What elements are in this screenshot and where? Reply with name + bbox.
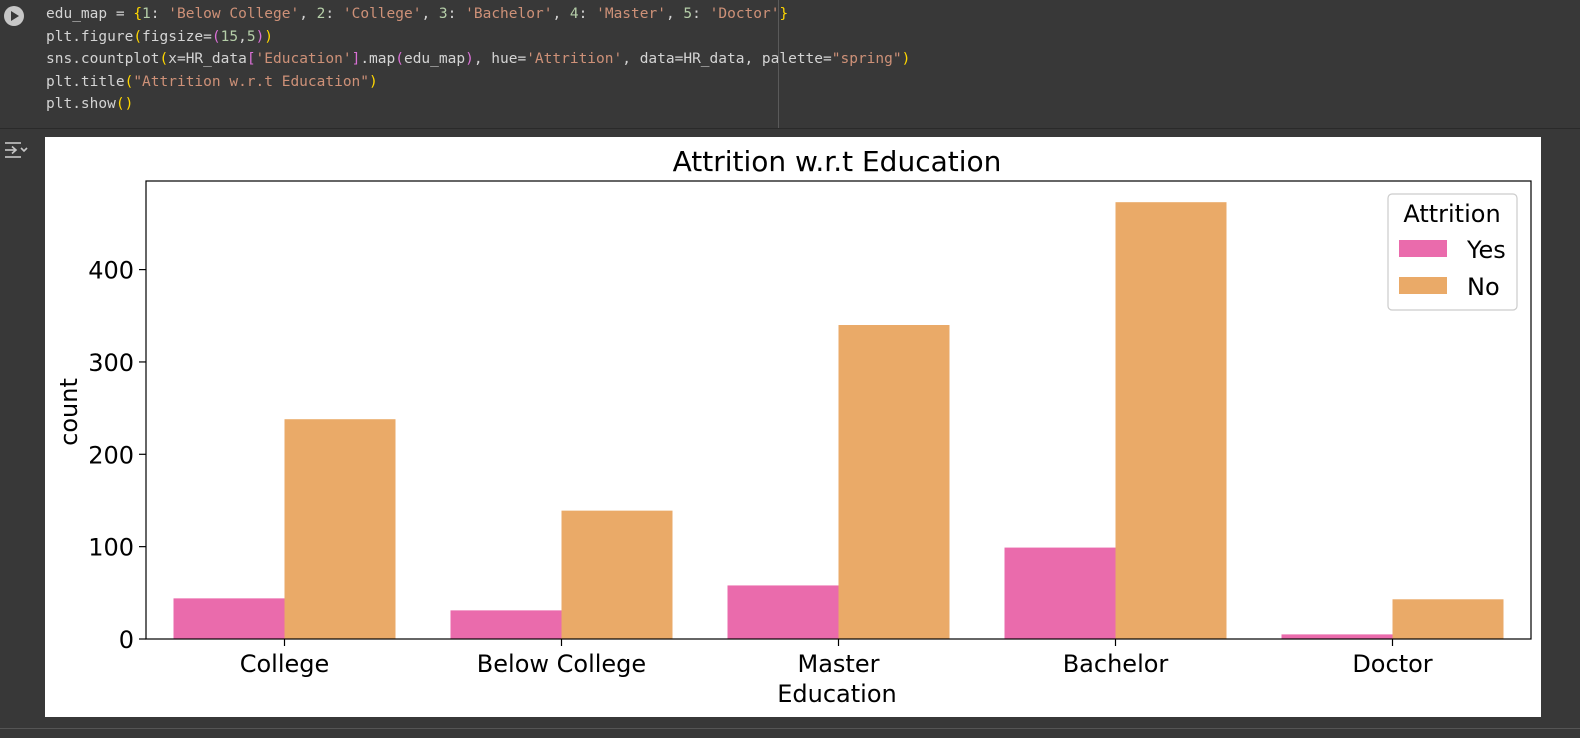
x-axis-label: Education	[777, 680, 896, 708]
output-toggle-icon[interactable]	[4, 140, 28, 160]
x-tick-label: Bachelor	[1063, 650, 1169, 678]
cell-output: 0 100 200 300 400 College Below College Master…	[45, 137, 1541, 717]
code-editor[interactable]: edu_map = {1: 'Below College', 2: 'Colle…	[46, 3, 910, 116]
legend-label-yes: Yes	[1466, 236, 1506, 264]
bar-yes-below-college	[450, 610, 562, 639]
code-line: plt.title("Attrition w.r.t Education")	[46, 73, 378, 90]
code-line: sns.countplot(x=HR_data['Education'].map…	[46, 51, 911, 68]
x-tick-label: Doctor	[1352, 650, 1432, 678]
bar-no-below-college	[561, 510, 673, 639]
code-line: edu_map = {1: 'Below College', 2: 'Colle…	[46, 6, 789, 22]
legend-label-no: No	[1467, 273, 1500, 301]
y-axis-label: count	[55, 378, 83, 446]
legend: Attrition Yes No	[1387, 193, 1518, 311]
bar-no-college	[284, 419, 396, 639]
y-tick-label: 100	[88, 534, 134, 562]
code-cell[interactable]: edu_map = {1: 'Below College', 2: 'Colle…	[0, 0, 1580, 128]
bar-yes-bachelor	[1004, 547, 1116, 639]
code-line: plt.figure(figsize=(15,5))	[46, 28, 274, 45]
attrition-chart: 0 100 200 300 400 College Below College Master…	[55, 145, 1532, 708]
bar-yes-master	[727, 585, 839, 639]
bar-no-doctor	[1392, 599, 1504, 639]
run-cell-button[interactable]	[4, 6, 24, 26]
y-tick-label: 0	[119, 626, 134, 654]
code-line: plt.show()	[46, 96, 134, 113]
bar-yes-doctor	[1281, 634, 1393, 639]
bottom-divider	[0, 728, 1580, 729]
legend-title: Attrition	[1403, 200, 1500, 228]
legend-swatch-no	[1399, 277, 1447, 294]
legend-swatch-yes	[1399, 240, 1447, 257]
bar-yes-college	[173, 598, 285, 639]
y-tick-label: 200	[88, 441, 134, 469]
bar-no-master	[838, 325, 950, 639]
x-tick-label: Master	[798, 650, 880, 678]
y-tick-label: 400	[88, 257, 134, 285]
bar-no-bachelor	[1115, 202, 1227, 639]
cell-divider	[0, 128, 1580, 129]
chart-title: Attrition w.r.t Education	[673, 145, 1002, 178]
x-tick-label: College	[240, 650, 330, 678]
y-tick-label: 300	[88, 349, 134, 377]
x-tick-label: Below College	[477, 650, 646, 678]
editor-ruler	[778, 0, 779, 128]
